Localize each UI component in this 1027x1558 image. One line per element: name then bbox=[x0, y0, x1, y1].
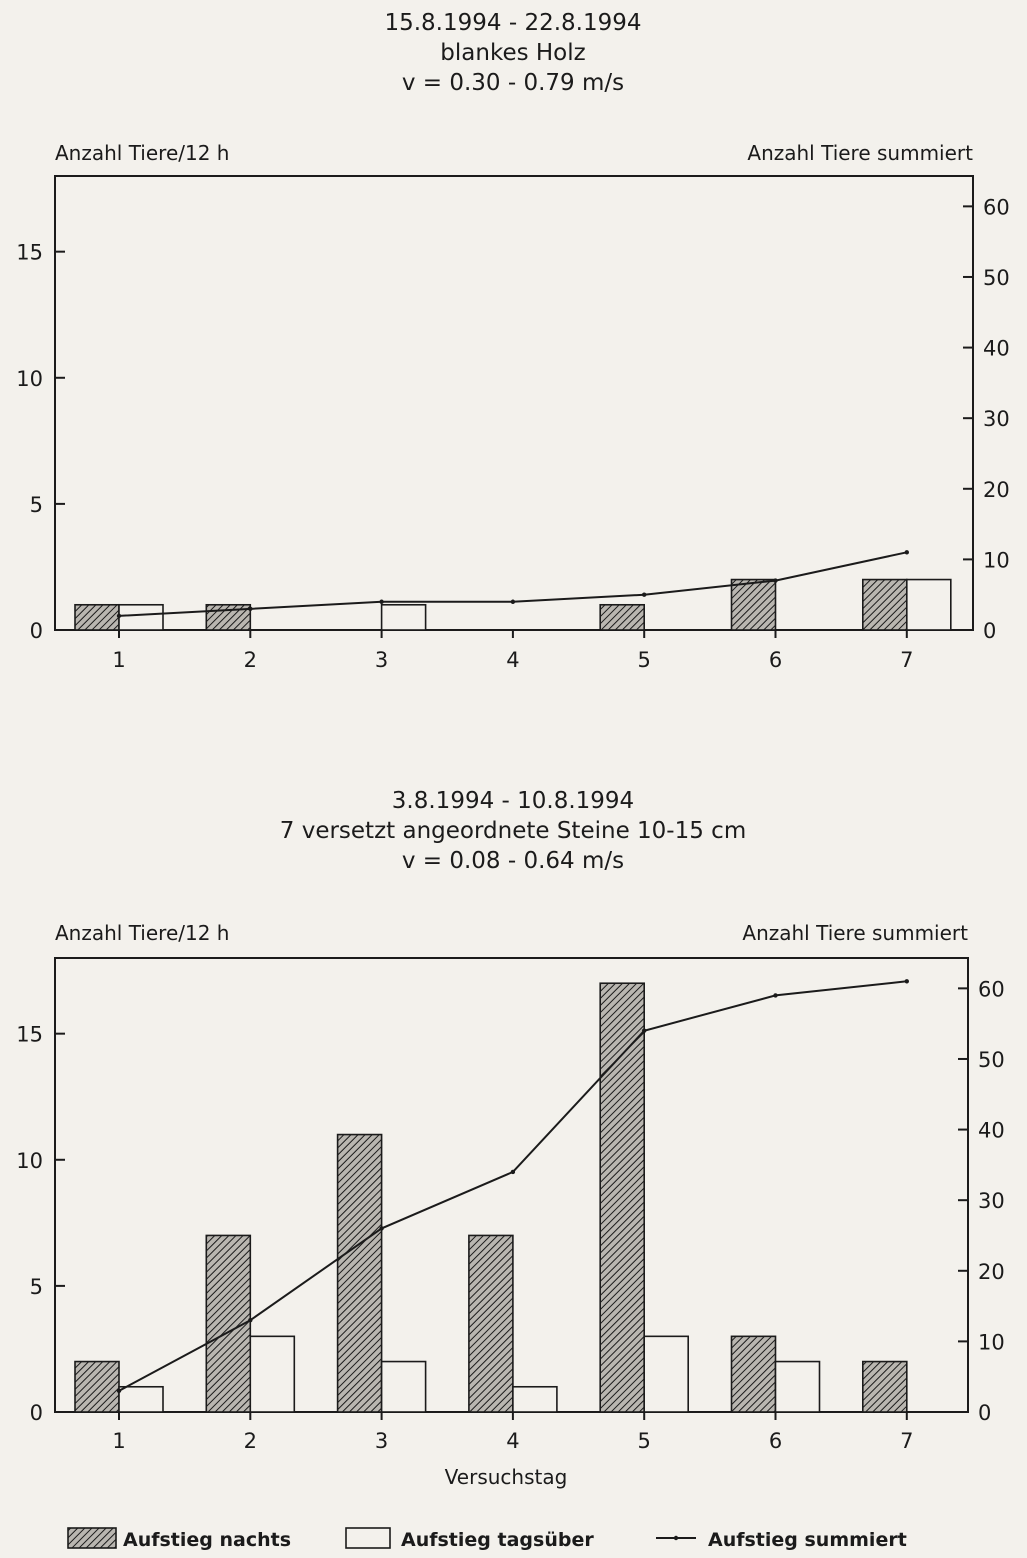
bar-aufstieg-nachts bbox=[730, 1335, 777, 1413]
point-aufstieg-summiert bbox=[116, 613, 122, 619]
legend-swatch-hatched bbox=[67, 1527, 117, 1549]
y-right-tick-label: 60 bbox=[983, 195, 1010, 219]
chart-title-line: 15.8.1994 - 22.8.1994 bbox=[384, 10, 641, 36]
x-tick-label: 7 bbox=[900, 648, 913, 672]
point-aufstieg-summiert bbox=[248, 1318, 253, 1323]
x-tick-label: 6 bbox=[769, 1429, 782, 1453]
chart-title-line: blankes Holz bbox=[440, 40, 585, 66]
bar-aufstieg-tagsueber bbox=[118, 603, 164, 631]
point-aufstieg-summiert bbox=[510, 599, 516, 604]
bar-aufstieg-tagsueber bbox=[905, 578, 952, 631]
y-axis-right-label: Anzahl Tiere summiert bbox=[747, 141, 973, 165]
point-aufstieg-summiert bbox=[904, 550, 909, 555]
legend-swatch-open bbox=[345, 1527, 391, 1549]
y-right-tick-label: 0 bbox=[978, 1401, 991, 1425]
y-right-tick-label: 30 bbox=[983, 407, 1010, 431]
y-axis-left-label: Anzahl Tiere/12 h bbox=[55, 141, 229, 165]
point-aufstieg-summiert bbox=[379, 599, 384, 604]
bar-aufstieg-tagsueber bbox=[380, 1360, 427, 1413]
x-tick-label: 1 bbox=[112, 648, 125, 672]
bar-aufstieg-tagsueber bbox=[774, 1360, 821, 1413]
point-aufstieg-summiert bbox=[642, 592, 647, 597]
point-aufstieg-summiert bbox=[379, 1226, 384, 1231]
legend: Aufstieg nachts Aufstieg tagsüber Aufstieg… bbox=[67, 1527, 907, 1551]
y-right-tick-label: 0 bbox=[983, 619, 996, 643]
legend-label: Aufstieg summiert bbox=[708, 1529, 907, 1551]
chart-top: 15.8.1994 - 22.8.1994 blankes Holz v = 0.3… bbox=[16, 10, 1009, 672]
y-left-tick-label: 15 bbox=[16, 1023, 43, 1047]
bar-aufstieg-nachts bbox=[599, 603, 646, 631]
y-right-tick-label: 50 bbox=[983, 266, 1010, 290]
bar-aufstieg-nachts bbox=[336, 1133, 383, 1413]
chart-title-line: v = 0.30 - 0.79 m/s bbox=[402, 70, 624, 96]
plot-frame bbox=[54, 175, 974, 631]
x-tick-label: 4 bbox=[506, 648, 519, 672]
y-right-tick-label: 50 bbox=[978, 1048, 1005, 1072]
y-right-tick-label: 40 bbox=[978, 1119, 1005, 1143]
legend-label: Aufstieg tagsüber bbox=[401, 1529, 594, 1551]
bar-aufstieg-nachts bbox=[861, 578, 908, 631]
y-right-tick-label: 40 bbox=[983, 337, 1010, 361]
point-aufstieg-summiert bbox=[248, 606, 253, 612]
chart-title-line: v = 0.08 - 0.64 m/s bbox=[402, 848, 624, 874]
x-tick-label: 2 bbox=[244, 648, 257, 672]
x-axis-label: Versuchstag bbox=[445, 1465, 568, 1489]
point-aufstieg-summiert bbox=[773, 578, 778, 583]
y-right-tick-label: 10 bbox=[978, 1330, 1005, 1354]
bar-aufstieg-tagsueber bbox=[380, 603, 427, 631]
chart-title-line: 3.8.1994 - 10.8.1994 bbox=[392, 788, 634, 814]
bar-aufstieg-nachts bbox=[730, 578, 777, 631]
y-right-tick-label: 20 bbox=[978, 1260, 1005, 1284]
y-right-tick-label: 30 bbox=[978, 1189, 1005, 1213]
y-left-tick-label: 5 bbox=[30, 493, 43, 517]
y-left-tick-label: 0 bbox=[30, 619, 43, 643]
x-tick-label: 3 bbox=[375, 648, 388, 672]
x-tick-label: 3 bbox=[375, 1429, 388, 1453]
legend-swatch-point bbox=[673, 1535, 679, 1541]
point-aufstieg-summiert bbox=[642, 1028, 647, 1033]
y-right-tick-label: 60 bbox=[978, 977, 1005, 1001]
bar-aufstieg-tagsueber bbox=[118, 1385, 164, 1413]
bar-aufstieg-tagsueber bbox=[249, 1335, 296, 1413]
x-tick-label: 5 bbox=[638, 1429, 651, 1453]
y-left-tick-label: 0 bbox=[30, 1401, 43, 1425]
bar-aufstieg-tagsueber bbox=[643, 1335, 690, 1413]
point-aufstieg-summiert bbox=[904, 979, 909, 984]
y-left-tick-label: 15 bbox=[16, 241, 43, 265]
chart-bottom: 3.8.1994 - 10.8.1994 7 versetzt angeordne… bbox=[16, 788, 1004, 1489]
y-left-tick-label: 10 bbox=[16, 1149, 43, 1173]
x-tick-label: 4 bbox=[506, 1429, 519, 1453]
x-tick-label: 5 bbox=[638, 648, 651, 672]
y-left-tick-label: 5 bbox=[30, 1275, 43, 1299]
y-right-tick-label: 10 bbox=[983, 548, 1010, 572]
bar-aufstieg-nachts bbox=[468, 1234, 514, 1413]
point-aufstieg-summiert bbox=[510, 1169, 516, 1175]
y-axis-right-label: Anzahl Tiere summiert bbox=[742, 921, 968, 945]
x-tick-label: 2 bbox=[244, 1429, 257, 1453]
bar-aufstieg-tagsueber bbox=[512, 1385, 558, 1413]
point-aufstieg-summiert bbox=[116, 1388, 122, 1394]
y-right-tick-label: 20 bbox=[983, 478, 1010, 502]
bar-aufstieg-nachts bbox=[74, 1360, 120, 1413]
y-axis-left-label: Anzahl Tiere/12 h bbox=[55, 921, 229, 945]
x-tick-label: 6 bbox=[769, 648, 782, 672]
bar-aufstieg-nachts bbox=[599, 982, 646, 1413]
x-tick-label: 7 bbox=[900, 1429, 913, 1453]
bar-aufstieg-nachts bbox=[74, 603, 120, 631]
y-left-tick-label: 10 bbox=[16, 367, 43, 391]
chart-title-line: 7 versetzt angeordnete Steine 10-15 cm bbox=[280, 818, 746, 844]
point-aufstieg-summiert bbox=[773, 993, 778, 998]
bar-aufstieg-nachts bbox=[861, 1360, 908, 1413]
x-tick-label: 1 bbox=[112, 1429, 125, 1453]
legend-label: Aufstieg nachts bbox=[123, 1529, 291, 1551]
